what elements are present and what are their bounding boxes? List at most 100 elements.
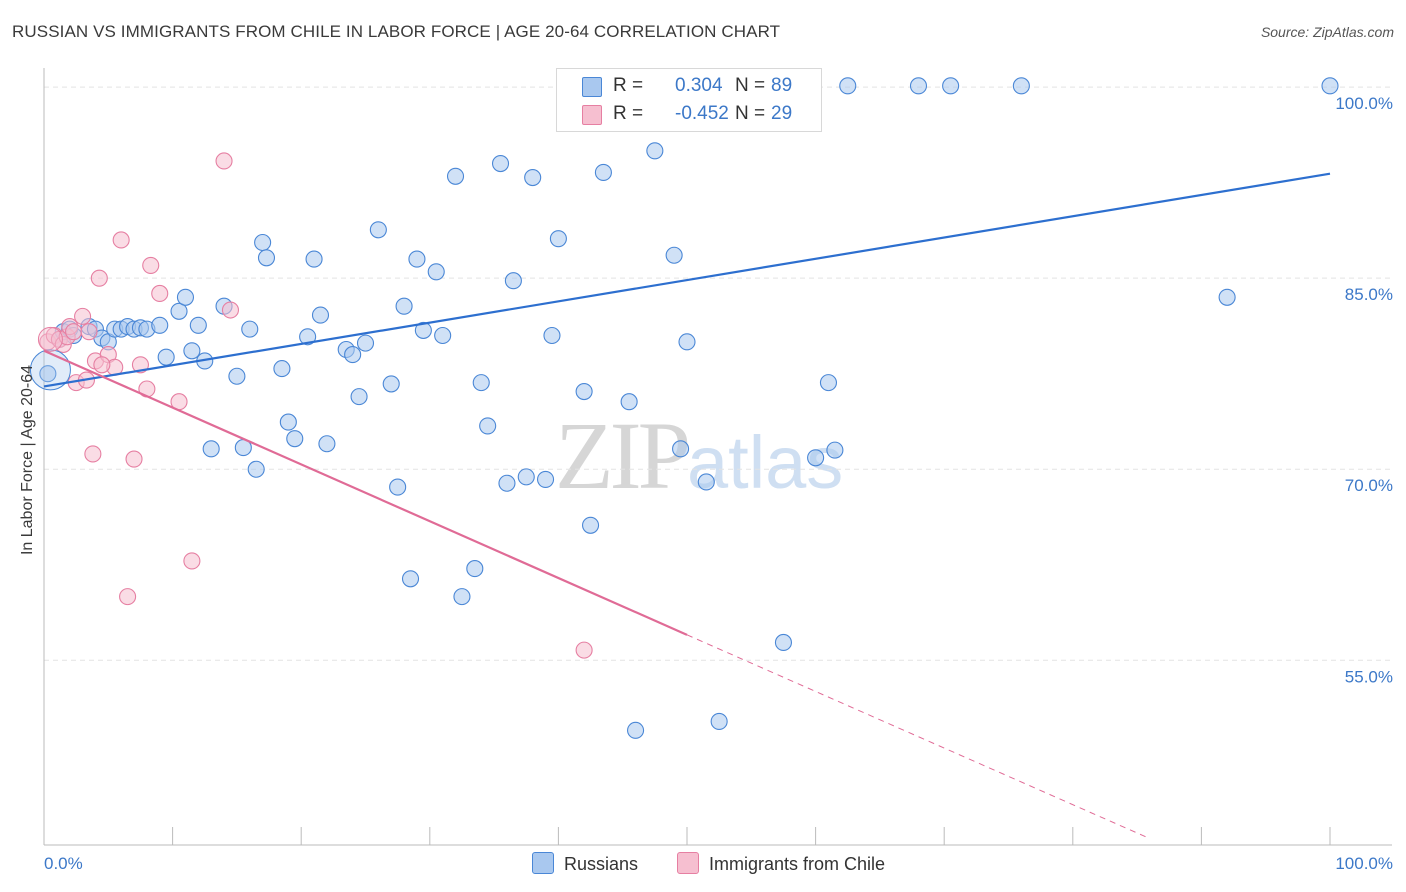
point-chile (65, 323, 83, 341)
point-chile (112, 231, 130, 249)
point-russians (247, 460, 265, 478)
y-axis-label: In Labor Force | Age 20-64 (19, 364, 36, 556)
point-russians (498, 474, 516, 492)
y-tick-label: 100.0% (1335, 94, 1393, 113)
point-russians (241, 320, 259, 338)
y-tick-label: 85.0% (1345, 285, 1393, 304)
legend-item-russians[interactable]: Russians (532, 852, 638, 876)
russians-swatch (582, 77, 602, 97)
chart-title: RUSSIAN VS IMMIGRANTS FROM CHILE IN LABO… (12, 22, 781, 41)
russians-r-label: R = (613, 75, 644, 96)
point-russians (446, 167, 465, 185)
point-russians (299, 328, 317, 346)
legend-swatch-russians (532, 852, 554, 875)
point-chile (151, 284, 169, 303)
legend-item-chile[interactable]: Immigrants from Chile (677, 852, 885, 876)
point-chile (125, 450, 143, 468)
point-russians (697, 473, 715, 491)
point-chile (84, 445, 102, 463)
point-russians (504, 272, 522, 290)
point-russians (575, 382, 593, 401)
point-russians (189, 316, 207, 334)
point-russians (594, 163, 612, 181)
point-chile (93, 356, 111, 374)
point-russians (228, 367, 246, 385)
point-russians (176, 288, 195, 306)
point-russians (369, 221, 387, 239)
point-chile (80, 323, 98, 341)
point-russians (549, 230, 567, 248)
point-russians (356, 334, 375, 352)
point-chile (215, 152, 233, 170)
point-russians (1218, 288, 1236, 306)
point-russians (408, 250, 426, 268)
chile-r-label: R = (613, 103, 644, 124)
point-russians (466, 560, 484, 578)
point-russians (434, 326, 452, 345)
chile-n-value: 29 (771, 103, 793, 124)
point-russians (620, 393, 638, 411)
point-russians (543, 326, 561, 345)
point-russians (170, 302, 188, 320)
x-tick-label: 0.0% (44, 854, 83, 873)
point-russians (826, 441, 844, 459)
point-russians (627, 721, 645, 739)
point-russians (183, 342, 201, 360)
legend-label-chile: Immigrants from Chile (709, 854, 886, 874)
point-russians (318, 435, 336, 453)
point-russians (942, 77, 960, 95)
point-russians (491, 154, 510, 173)
point-russians (678, 333, 696, 351)
point-russians (151, 316, 169, 334)
point-russians (257, 249, 276, 267)
point-russians (672, 440, 690, 458)
point-russians (39, 365, 57, 383)
russians-n-value: 89 (771, 75, 793, 96)
point-russians (389, 478, 407, 496)
point-chile (74, 307, 92, 325)
watermark-zip: ZIP (555, 402, 691, 509)
point-russians (344, 346, 362, 364)
point-russians (273, 360, 291, 378)
point-russians (414, 321, 432, 339)
point-russians (536, 470, 555, 488)
point-russians (202, 440, 220, 458)
point-russians (157, 348, 175, 366)
point-russians (581, 516, 600, 534)
point-russians (1321, 77, 1339, 95)
point-russians (839, 77, 857, 95)
chile-n-label: N = (735, 103, 766, 124)
point-chile-cluster (37, 326, 63, 352)
point-russians (305, 250, 323, 268)
point-russians (665, 246, 683, 264)
point-russians (646, 142, 664, 160)
point-russians (350, 388, 368, 406)
point-russians (427, 263, 445, 281)
legend-label-russians: Russians (564, 854, 639, 874)
y-tick-label: 55.0% (1345, 667, 1393, 686)
legend-swatch-chile (677, 852, 699, 875)
chile-swatch (582, 105, 602, 125)
point-russians (710, 712, 728, 730)
point-russians (453, 588, 471, 606)
point-russians (395, 297, 413, 315)
point-russians (311, 306, 330, 324)
point-chile (183, 552, 201, 570)
point-chile (575, 641, 593, 659)
point-russians (774, 633, 793, 652)
russians-n-label: N = (735, 75, 766, 96)
trendline-russians (43, 172, 1331, 388)
point-russians (819, 374, 838, 392)
y-tick-label: 70.0% (1345, 476, 1393, 495)
point-russians (807, 449, 825, 467)
x-tick-label: 100.0% (1335, 854, 1393, 873)
point-russians (524, 168, 542, 187)
trendline-chile (43, 349, 688, 636)
russians-r-value: 0.304 (675, 75, 723, 96)
point-russians (254, 233, 272, 252)
point-russians-cluster (29, 349, 71, 391)
chile-r-value: -0.452 (675, 103, 729, 124)
point-chile (142, 256, 160, 274)
point-chile (90, 269, 108, 287)
